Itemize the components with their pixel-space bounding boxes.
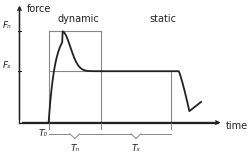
Text: time: time <box>225 121 248 131</box>
Text: Tₛ: Tₛ <box>132 144 140 153</box>
Text: dynamic: dynamic <box>58 14 100 24</box>
Text: force: force <box>27 4 52 14</box>
Text: T₀: T₀ <box>38 129 47 138</box>
Text: Fₙ: Fₙ <box>3 21 12 30</box>
Text: Tₙ: Tₙ <box>70 144 79 153</box>
Text: Fₛ: Fₛ <box>3 61 12 70</box>
Text: static: static <box>150 14 177 24</box>
